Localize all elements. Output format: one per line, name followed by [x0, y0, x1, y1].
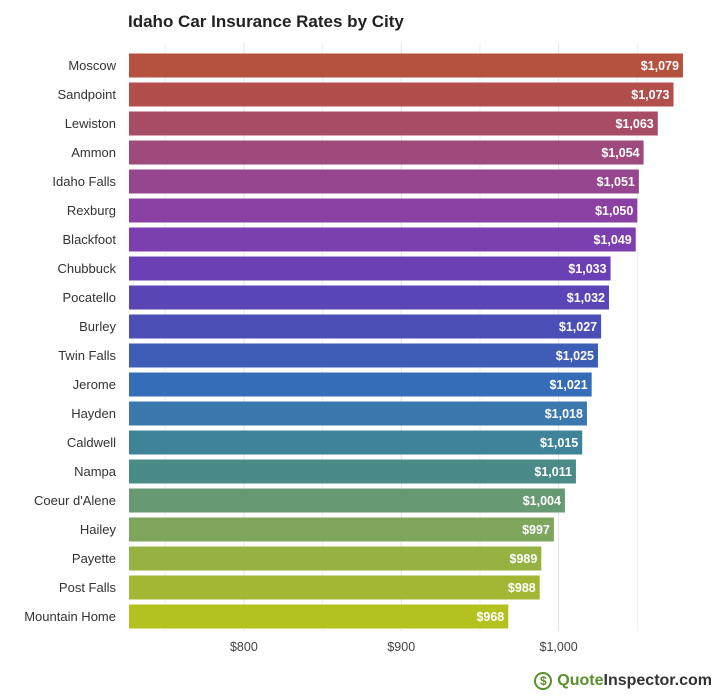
bar — [129, 372, 592, 397]
value-label: $1,032 — [567, 291, 605, 305]
bar — [129, 314, 602, 339]
value-label: $988 — [508, 581, 536, 595]
value-label: $1,079 — [641, 59, 679, 73]
category-label: Sandpoint — [57, 87, 116, 102]
bar — [129, 169, 639, 194]
value-label: $1,033 — [568, 262, 606, 276]
category-label: Hayden — [71, 406, 116, 421]
category-label: Blackfoot — [63, 232, 117, 247]
bar — [129, 546, 542, 571]
value-label: $1,015 — [540, 436, 578, 450]
value-labels: $1,079 $1,073 $1,063 $1,054 $1,051 $1,050 $1,0… — [476, 59, 679, 624]
category-label: Nampa — [74, 464, 117, 479]
category-label: Chubbuck — [57, 261, 116, 276]
bar — [129, 285, 609, 310]
bar — [129, 459, 576, 484]
bar — [129, 604, 509, 629]
logo-text: QuoteInspector.com — [557, 672, 712, 690]
category-label: Pocatello — [63, 290, 116, 305]
value-label: $1,018 — [545, 407, 583, 421]
category-label: Moscow — [68, 58, 116, 73]
value-label: $1,054 — [601, 146, 639, 160]
value-label: $1,004 — [523, 494, 561, 508]
bar — [129, 140, 644, 165]
category-label: Jerome — [73, 377, 116, 392]
bar — [129, 343, 598, 368]
value-label: $1,025 — [556, 349, 594, 363]
logo-text-brand: Quote — [557, 672, 604, 689]
bar — [129, 430, 583, 455]
bar — [129, 53, 683, 78]
value-label: $1,063 — [616, 117, 654, 131]
x-tick-label: $900 — [387, 640, 415, 654]
value-label: $1,073 — [631, 88, 669, 102]
category-label: Rexburg — [67, 203, 116, 218]
x-tick-label: $1,000 — [540, 640, 578, 654]
dollar-magnifier-icon: $ — [534, 672, 553, 690]
bar — [129, 111, 658, 136]
x-axis-ticks: $800 $900 $1,000 — [230, 640, 578, 654]
category-label: Burley — [79, 319, 116, 334]
category-label: Post Falls — [59, 580, 117, 595]
x-tick-label: $800 — [230, 640, 258, 654]
category-label: Lewiston — [65, 116, 116, 131]
bar — [129, 575, 540, 600]
category-label: Payette — [72, 551, 116, 566]
value-label: $1,011 — [534, 465, 572, 479]
quoteinspector-logo: $ QuoteInspector.com — [534, 672, 712, 690]
bar — [129, 256, 611, 281]
category-label: Twin Falls — [58, 348, 116, 363]
category-label: Coeur d'Alene — [34, 493, 116, 508]
value-label: $1,021 — [549, 378, 587, 392]
chart-title: Idaho Car Insurance Rates by City — [128, 12, 404, 31]
value-label: $989 — [510, 552, 538, 566]
bar — [129, 488, 565, 513]
category-label: Ammon — [71, 145, 116, 160]
bar — [129, 227, 636, 252]
bar — [129, 517, 554, 542]
value-label: $968 — [476, 610, 504, 624]
bar — [129, 198, 638, 223]
bar — [129, 401, 587, 426]
value-label: $1,049 — [594, 233, 632, 247]
logo-text-rest: Inspector.com — [603, 672, 712, 689]
bar — [129, 82, 674, 107]
category-label: Mountain Home — [24, 609, 116, 624]
category-label: Caldwell — [67, 435, 116, 450]
bars — [129, 53, 683, 629]
value-label: $997 — [522, 523, 550, 537]
category-label: Idaho Falls — [52, 174, 116, 189]
value-label: $1,027 — [559, 320, 597, 334]
value-label: $1,050 — [595, 204, 633, 218]
category-label: Hailey — [80, 522, 117, 537]
value-label: $1,051 — [597, 175, 635, 189]
category-labels: Moscow Sandpoint Lewiston Ammon Idaho Falls R… — [24, 58, 117, 624]
